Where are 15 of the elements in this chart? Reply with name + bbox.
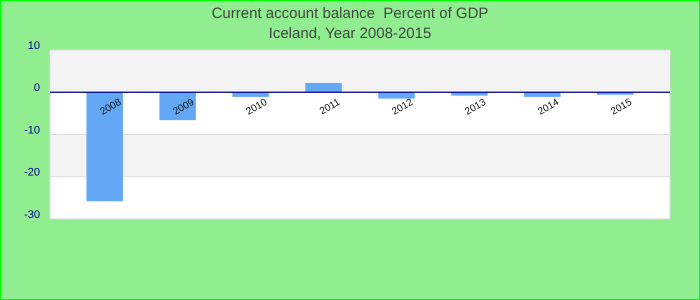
x-tick-label: 2011 <box>318 96 343 118</box>
x-tick-label: 2013 <box>463 96 488 118</box>
y-tick-label: 0 <box>34 82 40 94</box>
chart-subtitle: Iceland, Year 2008-2015 <box>268 25 432 42</box>
y-tick-label: -20 <box>24 166 40 179</box>
y-tick-label: -30 <box>24 208 40 221</box>
y-tick-label: -10 <box>24 124 40 136</box>
y-tick-label: 10 <box>28 40 40 52</box>
chart-title: Current account balance Percent of GDP <box>212 5 488 22</box>
x-tick-label: 2014 <box>536 96 562 118</box>
x-tick-label: 2008 <box>98 96 124 118</box>
x-tick-label: 2012 <box>390 96 416 118</box>
x-tick-label: 2015 <box>609 96 634 118</box>
x-tick-label: 2009 <box>171 96 197 118</box>
x-tick-label: 2010 <box>244 96 270 118</box>
